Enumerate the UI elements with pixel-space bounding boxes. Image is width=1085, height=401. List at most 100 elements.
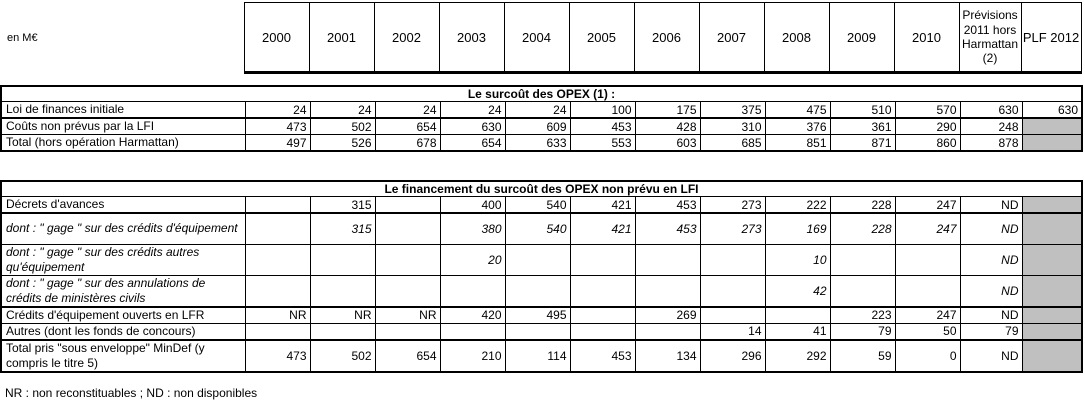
- opex-surcout-table: Le surcoût des OPEX (1) : Loi de finance…: [0, 85, 1083, 152]
- value-cell: 475: [764, 101, 831, 119]
- value-cell: [309, 243, 376, 276]
- value-cell: [634, 274, 701, 308]
- value-cell: 228: [829, 212, 896, 245]
- value-cell: [699, 274, 766, 308]
- value-cell: 24: [244, 101, 311, 119]
- value-cell: [374, 212, 441, 245]
- footnote: NR : non reconstituables ; ND : non disp…: [5, 386, 258, 400]
- value-cell: 630: [1021, 101, 1083, 119]
- value-cell: 871: [829, 134, 896, 152]
- value-cell: NR: [244, 306, 311, 324]
- value-cell: 421: [569, 212, 636, 245]
- value-cell: [569, 243, 636, 276]
- value-cell: [699, 306, 766, 324]
- na-cell: [1021, 196, 1083, 214]
- section2-title: Le financement du surcoût des OPEX non p…: [0, 180, 1083, 197]
- row-autres-fonds-concours: Autres (dont les fonds de concours) 14 4…: [0, 322, 1083, 341]
- na-cell: [1021, 339, 1083, 372]
- row-total-sous-enveloppe-mindef: Total pris "sous enveloppe" MinDef (y co…: [0, 339, 1083, 372]
- value-cell: 247: [894, 212, 961, 245]
- value-cell: 526: [309, 134, 376, 152]
- value-cell: 24: [504, 101, 571, 119]
- value-cell: 495: [504, 306, 571, 324]
- value-cell: 375: [699, 101, 766, 119]
- value-cell: [569, 306, 636, 324]
- row-label: Décrets d'avances: [0, 196, 246, 214]
- value-cell: 654: [374, 339, 441, 372]
- value-cell: 210: [439, 339, 506, 372]
- value-cell: ND: [959, 339, 1023, 372]
- value-cell: 497: [244, 134, 311, 152]
- na-cell: [1021, 243, 1083, 276]
- value-cell: 376: [764, 117, 831, 135]
- na-cell: [1021, 274, 1083, 308]
- value-cell: 296: [699, 339, 766, 372]
- value-cell: [569, 274, 636, 308]
- column-header-2006: 2006: [633, 2, 700, 74]
- value-cell: 453: [634, 196, 701, 214]
- value-cell: 222: [764, 196, 831, 214]
- value-cell: 10: [764, 243, 831, 276]
- value-cell: 273: [699, 196, 766, 214]
- value-cell: 633: [504, 134, 571, 152]
- row-label: Total pris "sous enveloppe" MinDef (y co…: [0, 339, 246, 372]
- unit-label: en M€: [7, 31, 38, 44]
- value-cell: [439, 274, 506, 308]
- row-label: Autres (dont les fonds de concours): [0, 322, 246, 341]
- value-cell: [634, 243, 701, 276]
- value-cell: [504, 322, 571, 341]
- na-cell: [1021, 212, 1083, 245]
- value-cell: [374, 196, 441, 214]
- value-cell: 685: [699, 134, 766, 152]
- value-cell: 292: [764, 339, 831, 372]
- value-cell: 502: [309, 117, 376, 135]
- na-cell: [1021, 117, 1083, 135]
- value-cell: 502: [309, 339, 376, 372]
- row-loi-finances-initiale: Loi de finances initiale 24 24 24 24 24 …: [0, 101, 1083, 119]
- value-cell: ND: [959, 274, 1023, 308]
- value-cell: 248: [959, 117, 1023, 135]
- na-cell: [1021, 134, 1083, 152]
- column-header-2004: 2004: [503, 2, 570, 74]
- na-cell: [1021, 306, 1083, 324]
- value-cell: [634, 322, 701, 341]
- value-cell: 453: [569, 117, 636, 135]
- value-cell: 473: [244, 339, 311, 372]
- value-cell: [894, 243, 961, 276]
- opex-financement-table: Le financement du surcoût des OPEX non p…: [0, 180, 1083, 373]
- value-cell: 453: [634, 212, 701, 245]
- value-cell: 42: [764, 274, 831, 308]
- row-gage-credits-autres: dont : " gage " sur des crédits autres q…: [0, 243, 1083, 276]
- value-cell: 603: [634, 134, 701, 152]
- value-cell: ND: [959, 196, 1023, 214]
- value-cell: ND: [959, 306, 1023, 324]
- value-cell: 609: [504, 117, 571, 135]
- value-cell: 247: [894, 306, 961, 324]
- value-cell: 678: [374, 134, 441, 152]
- value-cell: 570: [894, 101, 961, 119]
- value-cell: [894, 274, 961, 308]
- value-cell: 421: [569, 196, 636, 214]
- section1-title-row: Le surcoût des OPEX (1) :: [0, 85, 1083, 102]
- value-cell: [374, 322, 441, 341]
- column-header-2002: 2002: [373, 2, 440, 74]
- value-cell: [244, 243, 311, 276]
- value-cell: [829, 243, 896, 276]
- row-label: dont : " gage " sur des crédits d'équipe…: [0, 212, 246, 245]
- value-cell: 860: [894, 134, 961, 152]
- value-cell: 553: [569, 134, 636, 152]
- value-cell: [244, 322, 311, 341]
- value-cell: 24: [439, 101, 506, 119]
- column-header-2001: 2001: [308, 2, 375, 74]
- value-cell: 654: [374, 117, 441, 135]
- na-cell: [1021, 322, 1083, 341]
- value-cell: 420: [439, 306, 506, 324]
- value-cell: [764, 306, 831, 324]
- value-cell: 273: [699, 212, 766, 245]
- value-cell: 428: [634, 117, 701, 135]
- value-cell: 223: [829, 306, 896, 324]
- column-header-2008: 2008: [763, 2, 830, 74]
- value-cell: 50: [894, 322, 961, 341]
- value-cell: 79: [829, 322, 896, 341]
- value-cell: 851: [764, 134, 831, 152]
